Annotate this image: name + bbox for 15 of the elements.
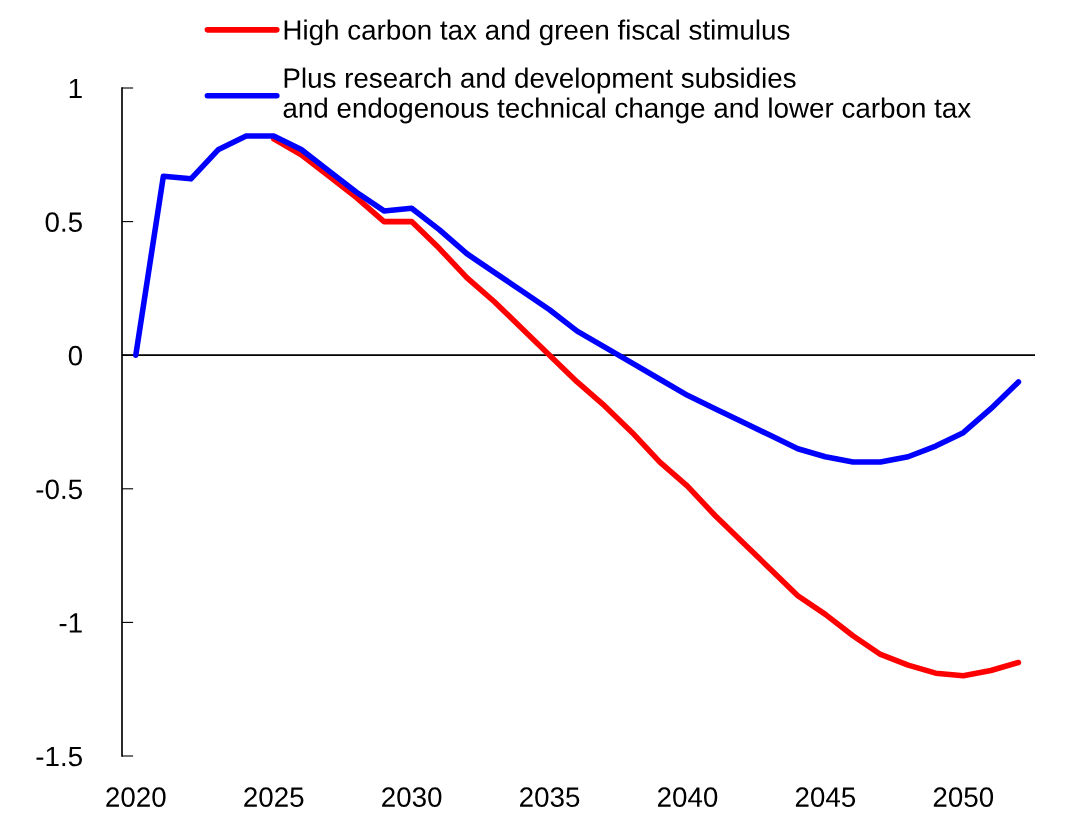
x-tick-label: 2040	[657, 787, 718, 807]
legend-label: High carbon tax and green fiscal stimulus	[284, 19, 790, 46]
legend-label: Plus research and development subsidies and endogenous technical change and lower carbon tax	[283, 67, 971, 124]
x-tick-label: 2030	[382, 787, 442, 807]
x-tick-label: 2025	[244, 787, 304, 807]
y-tick-label: 1	[69, 78, 82, 99]
x-tick-label: 2050	[933, 787, 994, 807]
y-tick-label: -1.5	[36, 746, 82, 767]
x-tick-label: 2045	[795, 787, 856, 807]
y-tick-label: 0.5	[45, 212, 82, 232]
y-tick-label: -0.5	[36, 479, 82, 500]
y-tick-label: -1	[59, 613, 82, 633]
y-tick-label: 0	[68, 345, 83, 366]
x-tick-label: 2020	[106, 787, 166, 807]
x-tick-label: 2035	[520, 787, 580, 807]
